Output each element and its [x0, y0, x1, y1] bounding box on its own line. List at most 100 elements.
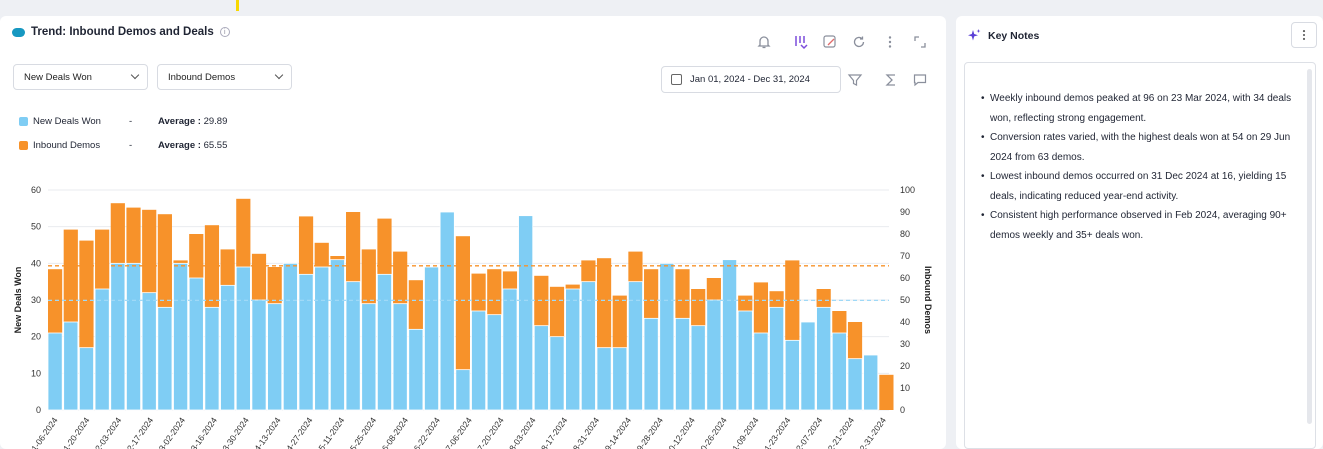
- bar-new-deals-won: [94, 288, 110, 411]
- bar-new-deals-won: [471, 310, 487, 411]
- bar-new-deals-won: [47, 332, 63, 411]
- y-tick-label-right: 20: [900, 361, 910, 371]
- bar-new-deals-won: [78, 347, 94, 411]
- salesforce-cloud-icon: [12, 27, 25, 37]
- x-tick-label: 11-09-2024: [728, 415, 761, 449]
- chevron-down-icon: [130, 70, 140, 80]
- x-tick-label: 03-30-2024: [218, 415, 251, 449]
- legend-label: Inbound Demos: [33, 140, 101, 151]
- x-tick-label: 01-20-2024: [58, 415, 91, 449]
- bar-new-deals-won: [486, 314, 502, 411]
- bar-new-deals-won: [282, 262, 298, 411]
- y-tick-label-left: 30: [31, 295, 41, 305]
- filter-icon[interactable]: [846, 71, 864, 89]
- x-tick-label: 01-06-2024: [27, 415, 60, 449]
- x-tick-label: 12-07-2024: [791, 415, 824, 449]
- key-note-item: Lowest inbound demos occurred on 31 Dec …: [981, 167, 1301, 206]
- bar-new-deals-won: [612, 347, 628, 411]
- legend-item-inbound-demos: Inbound Demos - Average : 65.55: [19, 140, 227, 151]
- x-tick-label: 08-17-2024: [536, 415, 569, 449]
- y-tick-label-left: 40: [31, 258, 41, 268]
- bar-new-deals-won: [204, 306, 220, 411]
- edit-chart-icon[interactable]: [821, 33, 839, 51]
- bar-new-deals-won: [314, 266, 330, 411]
- legend-swatch: [19, 141, 28, 150]
- bar-new-deals-won: [769, 306, 785, 411]
- average-value: 29.89: [203, 116, 228, 127]
- bar-new-deals-won: [376, 273, 392, 411]
- y-tick-label-right: 80: [900, 229, 910, 239]
- comment-icon[interactable]: [911, 71, 929, 89]
- bar-new-deals-won: [408, 328, 424, 411]
- more-vertical-icon[interactable]: [881, 33, 899, 51]
- metric2-select[interactable]: Inbound Demos: [157, 64, 292, 90]
- key-notes-content: Weekly inbound demos peaked at 96 on 23 …: [964, 62, 1316, 449]
- scrollbar[interactable]: [1307, 69, 1312, 424]
- refresh-icon[interactable]: [850, 33, 868, 51]
- y-tick-label-left: 50: [31, 222, 41, 232]
- x-tick-label: 03-02-2024: [154, 415, 187, 449]
- x-tick-label: 03-16-2024: [186, 415, 219, 449]
- trend-widget: Trend: Inbound Demos and Deals i New Dea…: [0, 16, 946, 449]
- legend-item-new-deals-won: New Deals Won - Average : 29.89: [19, 116, 227, 127]
- bar-new-deals-won: [533, 325, 549, 411]
- bar-new-deals-won: [141, 292, 157, 411]
- chevron-down-icon: [274, 70, 284, 80]
- y-tick-label-left: 60: [31, 185, 41, 195]
- bar-new-deals-won: [831, 332, 847, 411]
- legend-dash: -: [129, 116, 133, 127]
- x-tick-label: 08-31-2024: [568, 415, 601, 449]
- bar-new-deals-won: [235, 266, 251, 411]
- x-tick-label: 11-23-2024: [760, 415, 793, 449]
- bar-new-deals-won: [784, 339, 800, 411]
- y-tick-label-right: 30: [900, 339, 910, 349]
- x-tick-label: 05-11-2024: [314, 415, 347, 449]
- sort-icon[interactable]: [791, 33, 809, 51]
- metric1-value: New Deals Won: [24, 71, 92, 83]
- x-tick-label: 02-17-2024: [122, 415, 155, 449]
- bell-icon[interactable]: [755, 33, 773, 51]
- y-tick-label-left: 0: [36, 405, 41, 415]
- y-tick-label-right: 50: [900, 295, 910, 305]
- legend-dash: -: [129, 140, 133, 151]
- widget-header: Trend: Inbound Demos and Deals i: [12, 26, 230, 38]
- highlight-marker: [236, 0, 239, 11]
- bar-new-deals-won: [329, 259, 345, 411]
- y-tick-label-left: 10: [31, 368, 41, 378]
- bar-new-deals-won: [706, 299, 722, 411]
- bar-new-deals-won: [847, 358, 863, 411]
- bar-new-deals-won: [800, 321, 816, 411]
- bar-new-deals-won: [816, 306, 832, 411]
- x-tick-label: 04-27-2024: [281, 415, 314, 449]
- key-notes-header: Key Notes: [966, 28, 1039, 44]
- bar-new-deals-won: [157, 306, 173, 411]
- y-tick-label-right: 90: [900, 207, 910, 217]
- expand-icon[interactable]: [911, 33, 929, 51]
- more-vertical-icon[interactable]: [1291, 22, 1317, 48]
- y-tick-label-left: 20: [31, 332, 41, 342]
- bar-new-deals-won: [565, 288, 581, 411]
- bar-new-deals-won: [863, 354, 879, 411]
- bar-new-deals-won: [659, 262, 675, 411]
- bar-new-deals-won: [424, 266, 440, 411]
- date-range-value: Jan 01, 2024 - Dec 31, 2024: [690, 74, 810, 85]
- metric1-select[interactable]: New Deals Won: [13, 64, 148, 90]
- y-tick-label-right: 70: [900, 251, 910, 261]
- bar-new-deals-won: [267, 303, 283, 411]
- x-tick-label: 12-31-2024: [855, 415, 888, 449]
- bar-new-deals-won: [392, 303, 408, 411]
- average-label: Average :: [158, 116, 201, 127]
- bar-new-deals-won: [110, 262, 126, 411]
- date-range-picker[interactable]: Jan 01, 2024 - Dec 31, 2024: [661, 66, 841, 93]
- sigma-icon[interactable]: [882, 71, 900, 89]
- x-tick-label: 12-21-2024: [823, 415, 856, 449]
- key-note-item: Consistent high performance observed in …: [981, 206, 1301, 245]
- bar-new-deals-won: [63, 321, 79, 411]
- info-icon[interactable]: i: [219, 27, 230, 37]
- key-notes-list: Weekly inbound demos peaked at 96 on 23 …: [981, 89, 1301, 245]
- y-tick-label-right: 0: [900, 405, 905, 415]
- bar-new-deals-won: [518, 215, 534, 411]
- legend-swatch: [19, 117, 28, 126]
- bar-new-deals-won: [580, 281, 596, 411]
- x-tick-label: 07-06-2024: [441, 415, 474, 449]
